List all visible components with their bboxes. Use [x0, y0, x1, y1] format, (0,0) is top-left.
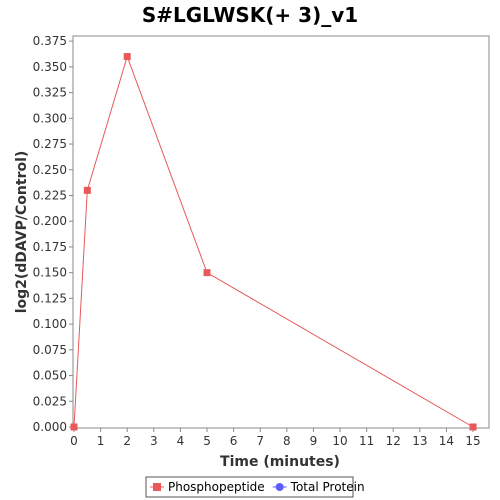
y-tick-label: 0.150	[33, 266, 67, 280]
x-tick-label: 11	[359, 434, 374, 448]
plot-area	[72, 35, 490, 429]
x-tick-label: 4	[177, 434, 185, 448]
x-tick-label: 14	[439, 434, 454, 448]
legend-box	[145, 476, 354, 498]
x-axis-title: Time (minutes)	[220, 454, 340, 470]
x-tick-label: 1	[97, 434, 105, 448]
y-tick-label: 0.100	[33, 317, 67, 331]
legend-swatch-circle	[275, 483, 284, 491]
x-tick-label: 13	[412, 434, 427, 448]
data-point	[123, 53, 131, 61]
data-point	[203, 269, 211, 277]
y-axis: 0.000 0.025 0.050 0.075 0.100 0.125 0.150 0.175…	[33, 34, 74, 434]
x-tick-label: 5	[203, 434, 211, 448]
y-tick-label: 0.375	[33, 34, 67, 48]
legend-label: Phosphopeptide	[168, 480, 265, 494]
series-layer	[70, 53, 477, 431]
y-tick-label: 0.325	[33, 86, 67, 100]
x-tick-label: 12	[386, 434, 401, 448]
x-tick-label: 2	[123, 434, 131, 448]
x-tick-label: 7	[256, 434, 264, 448]
y-tick-label: 0.300	[33, 111, 67, 125]
x-axis: 0 1 2 3 4 5 6 7 8 9 10 11 12 13 14 15	[70, 427, 489, 448]
y-tick-label: 0.125	[33, 291, 67, 305]
y-tick-label: 0.275	[33, 137, 67, 151]
y-tick-label: 0.350	[33, 60, 67, 74]
y-axis-title: log2(dDAVP/Control)	[14, 151, 30, 314]
legend-swatch-square	[153, 483, 161, 491]
x-tick-label: 9	[310, 434, 318, 448]
y-tick-label: 0.000	[33, 420, 67, 434]
y-tick-label: 0.075	[33, 343, 67, 357]
x-tick-label: 6	[230, 434, 238, 448]
data-point	[70, 423, 78, 431]
x-tick-label: 10	[332, 434, 347, 448]
y-tick-label: 0.200	[33, 214, 67, 228]
data-point	[469, 423, 477, 431]
y-tick-label: 0.175	[33, 240, 67, 254]
y-tick-label: 0.050	[33, 369, 67, 383]
legend-label: Total Protein	[290, 480, 365, 494]
chart-title: S#LGLWSK(+ 3)_v1	[142, 3, 358, 27]
y-tick-label: 0.225	[33, 188, 67, 202]
x-tick-label: 0	[70, 434, 78, 448]
data-point	[83, 186, 91, 194]
y-tick-label: 0.250	[33, 163, 67, 177]
x-tick-label: 15	[465, 434, 480, 448]
x-tick-label: 8	[283, 434, 291, 448]
legend: Phosphopeptide Total Protein	[145, 476, 365, 498]
y-tick-label: 0.025	[33, 394, 67, 408]
x-tick-label: 3	[150, 434, 158, 448]
